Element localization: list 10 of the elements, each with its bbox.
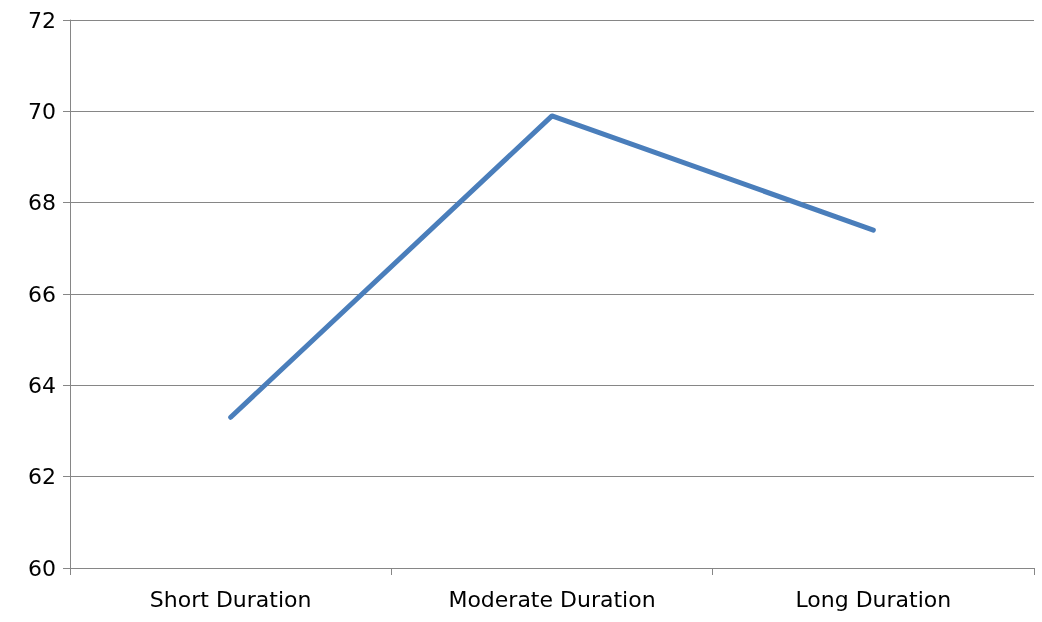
- y-tick-label: 70: [28, 98, 56, 124]
- x-tick-label: Long Duration: [795, 586, 952, 612]
- x-tick-label: Moderate Duration: [448, 586, 656, 612]
- y-tick-label: 62: [28, 464, 56, 490]
- y-tick-label: 66: [28, 281, 56, 307]
- y-tick-label: 72: [28, 7, 56, 33]
- y-tick-label: 68: [28, 190, 56, 216]
- y-tick-label: 60: [28, 555, 56, 581]
- y-tick-label: 64: [28, 372, 56, 398]
- x-tick-label: Short Duration: [149, 586, 312, 612]
